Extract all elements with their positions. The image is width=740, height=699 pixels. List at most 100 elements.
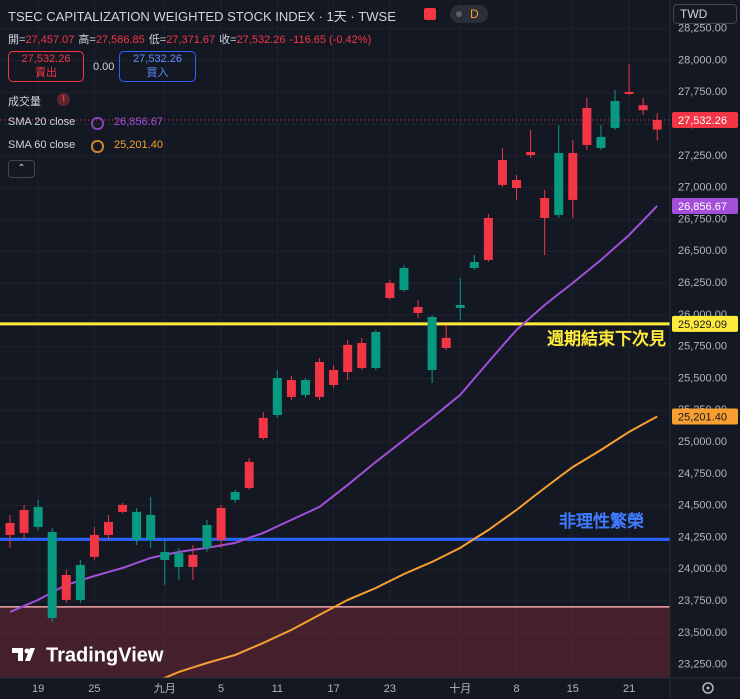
- price-badge: [672, 315, 738, 332]
- y-tick-label: 27,000.00: [678, 182, 727, 194]
- candle-body: [47, 531, 57, 618]
- ohlc-value: 27,532.26: [236, 34, 286, 46]
- x-tick-label: 19: [32, 683, 44, 695]
- ohlc-value: 27,371.67: [166, 34, 216, 46]
- volume-label: 成交量: [8, 96, 41, 108]
- legend-name: SMA 60 close: [8, 139, 76, 151]
- candle-body: [610, 100, 620, 128]
- price-badge-label: 25,201.40: [678, 411, 727, 423]
- candle-body: [483, 217, 493, 260]
- candle-body: [174, 552, 184, 567]
- candle-body: [343, 344, 353, 373]
- candle-body: [5, 522, 15, 535]
- candle-body: [160, 551, 170, 560]
- candle-body: [300, 380, 310, 395]
- y-tick-label: 26,500.00: [678, 245, 727, 257]
- legend-name: SMA 20 close: [8, 116, 76, 128]
- x-tick-label: 21: [623, 683, 635, 695]
- candle-body: [103, 521, 113, 535]
- y-tick-label: 24,500.00: [678, 500, 727, 512]
- legend-value: 25,201.40: [114, 139, 163, 151]
- price-badge: [672, 408, 738, 425]
- y-tick-label: 24,250.00: [678, 531, 727, 543]
- candle-body: [188, 554, 198, 567]
- buy-button[interactable]: 27,532.26 買入: [119, 51, 196, 82]
- buy-price: 27,532.26: [133, 53, 182, 65]
- price-badge-label: 25,929.09: [678, 319, 727, 331]
- candle-body: [652, 120, 662, 130]
- y-tick-label: 27,250.00: [678, 150, 727, 162]
- candle-body: [512, 179, 522, 188]
- legend-icon: [91, 140, 104, 153]
- y-tick-label: 25,000.00: [678, 436, 727, 448]
- ohlc-label: 高=: [78, 34, 96, 46]
- price-badge-label: 26,856.67: [678, 201, 727, 213]
- ohlc-value: 27,586.85: [95, 34, 145, 46]
- x-tick-label: 11: [272, 683, 283, 695]
- x-tick-label: 17: [327, 683, 339, 695]
- y-tick-label: 23,500.00: [678, 627, 727, 639]
- candle-body: [216, 507, 226, 540]
- candle-body: [132, 511, 142, 540]
- candle-body: [399, 267, 409, 290]
- sma-line: [162, 415, 658, 678]
- alert-icon[interactable]: [424, 8, 436, 20]
- watermark: TradingView: [46, 644, 164, 666]
- period-badge: D: [470, 7, 479, 21]
- y-tick-label: 25,750.00: [678, 341, 727, 353]
- candle-body: [638, 105, 648, 111]
- y-tick-label: 24,000.00: [678, 563, 727, 575]
- candle-body: [455, 304, 465, 308]
- tradingview-logo: TradingView: [12, 644, 164, 666]
- candle-body: [624, 91, 634, 94]
- period-pill[interactable]: D: [450, 5, 488, 23]
- price-badge: [672, 112, 738, 129]
- y-tick-label: 23,750.00: [678, 595, 727, 607]
- candle-body: [286, 380, 296, 397]
- ohlc-row: 開=27,457.07 高=27,586.85 低=27,371.67 收=27,53…: [8, 31, 371, 47]
- legend-icon: [91, 117, 104, 130]
- candle-body: [315, 361, 325, 397]
- ohlc-label: 開=: [8, 34, 26, 46]
- price-badge-label: 27,532.26: [678, 115, 727, 127]
- x-tick-label: 25: [88, 683, 100, 695]
- candle-body: [596, 136, 606, 149]
- ohlc-value: 27,457.07: [25, 34, 75, 46]
- x-tick-label: 15: [567, 683, 579, 695]
- candle-body: [497, 159, 507, 185]
- candle-body: [441, 337, 451, 348]
- y-tick-label: 23,250.00: [678, 659, 727, 671]
- candle-body: [202, 525, 212, 548]
- legend-value: 26,856.67: [114, 116, 163, 128]
- sma-line: [9, 205, 658, 613]
- settings-icon[interactable]: [702, 682, 714, 694]
- candle-body: [258, 417, 268, 439]
- candle-body: [118, 504, 128, 512]
- sell-button[interactable]: 27,532.26 賣出: [8, 51, 84, 82]
- annotation: 週期結束下次見: [547, 328, 666, 348]
- candle-body: [371, 331, 381, 368]
- candle-body: [61, 574, 71, 600]
- candle-body: [469, 261, 479, 268]
- volume-warning[interactable]: !: [57, 93, 70, 106]
- ohlc-label: 低=: [148, 34, 167, 46]
- annotation: 非理性繁榮: [559, 511, 644, 531]
- currency-box[interactable]: TWD: [673, 4, 737, 24]
- y-tick-label: 27,750.00: [678, 86, 727, 98]
- candle-body: [568, 152, 578, 200]
- candle-body: [230, 491, 240, 500]
- collapse-button[interactable]: ⌃: [8, 160, 35, 178]
- buy-label: 買入: [146, 67, 169, 79]
- candle-body: [19, 509, 29, 533]
- candle-body: [329, 369, 339, 385]
- y-tick-label: 28,250.00: [678, 23, 727, 35]
- x-tick-label: 十月: [449, 681, 471, 695]
- sell-price: 27,532.26: [21, 53, 71, 65]
- candle-body: [540, 198, 550, 218]
- spread: 0.00: [93, 61, 115, 73]
- y-tick-label: 26,750.00: [678, 213, 727, 225]
- y-tick-label: 28,000.00: [678, 54, 727, 66]
- y-tick-label: 25,500.00: [678, 372, 727, 384]
